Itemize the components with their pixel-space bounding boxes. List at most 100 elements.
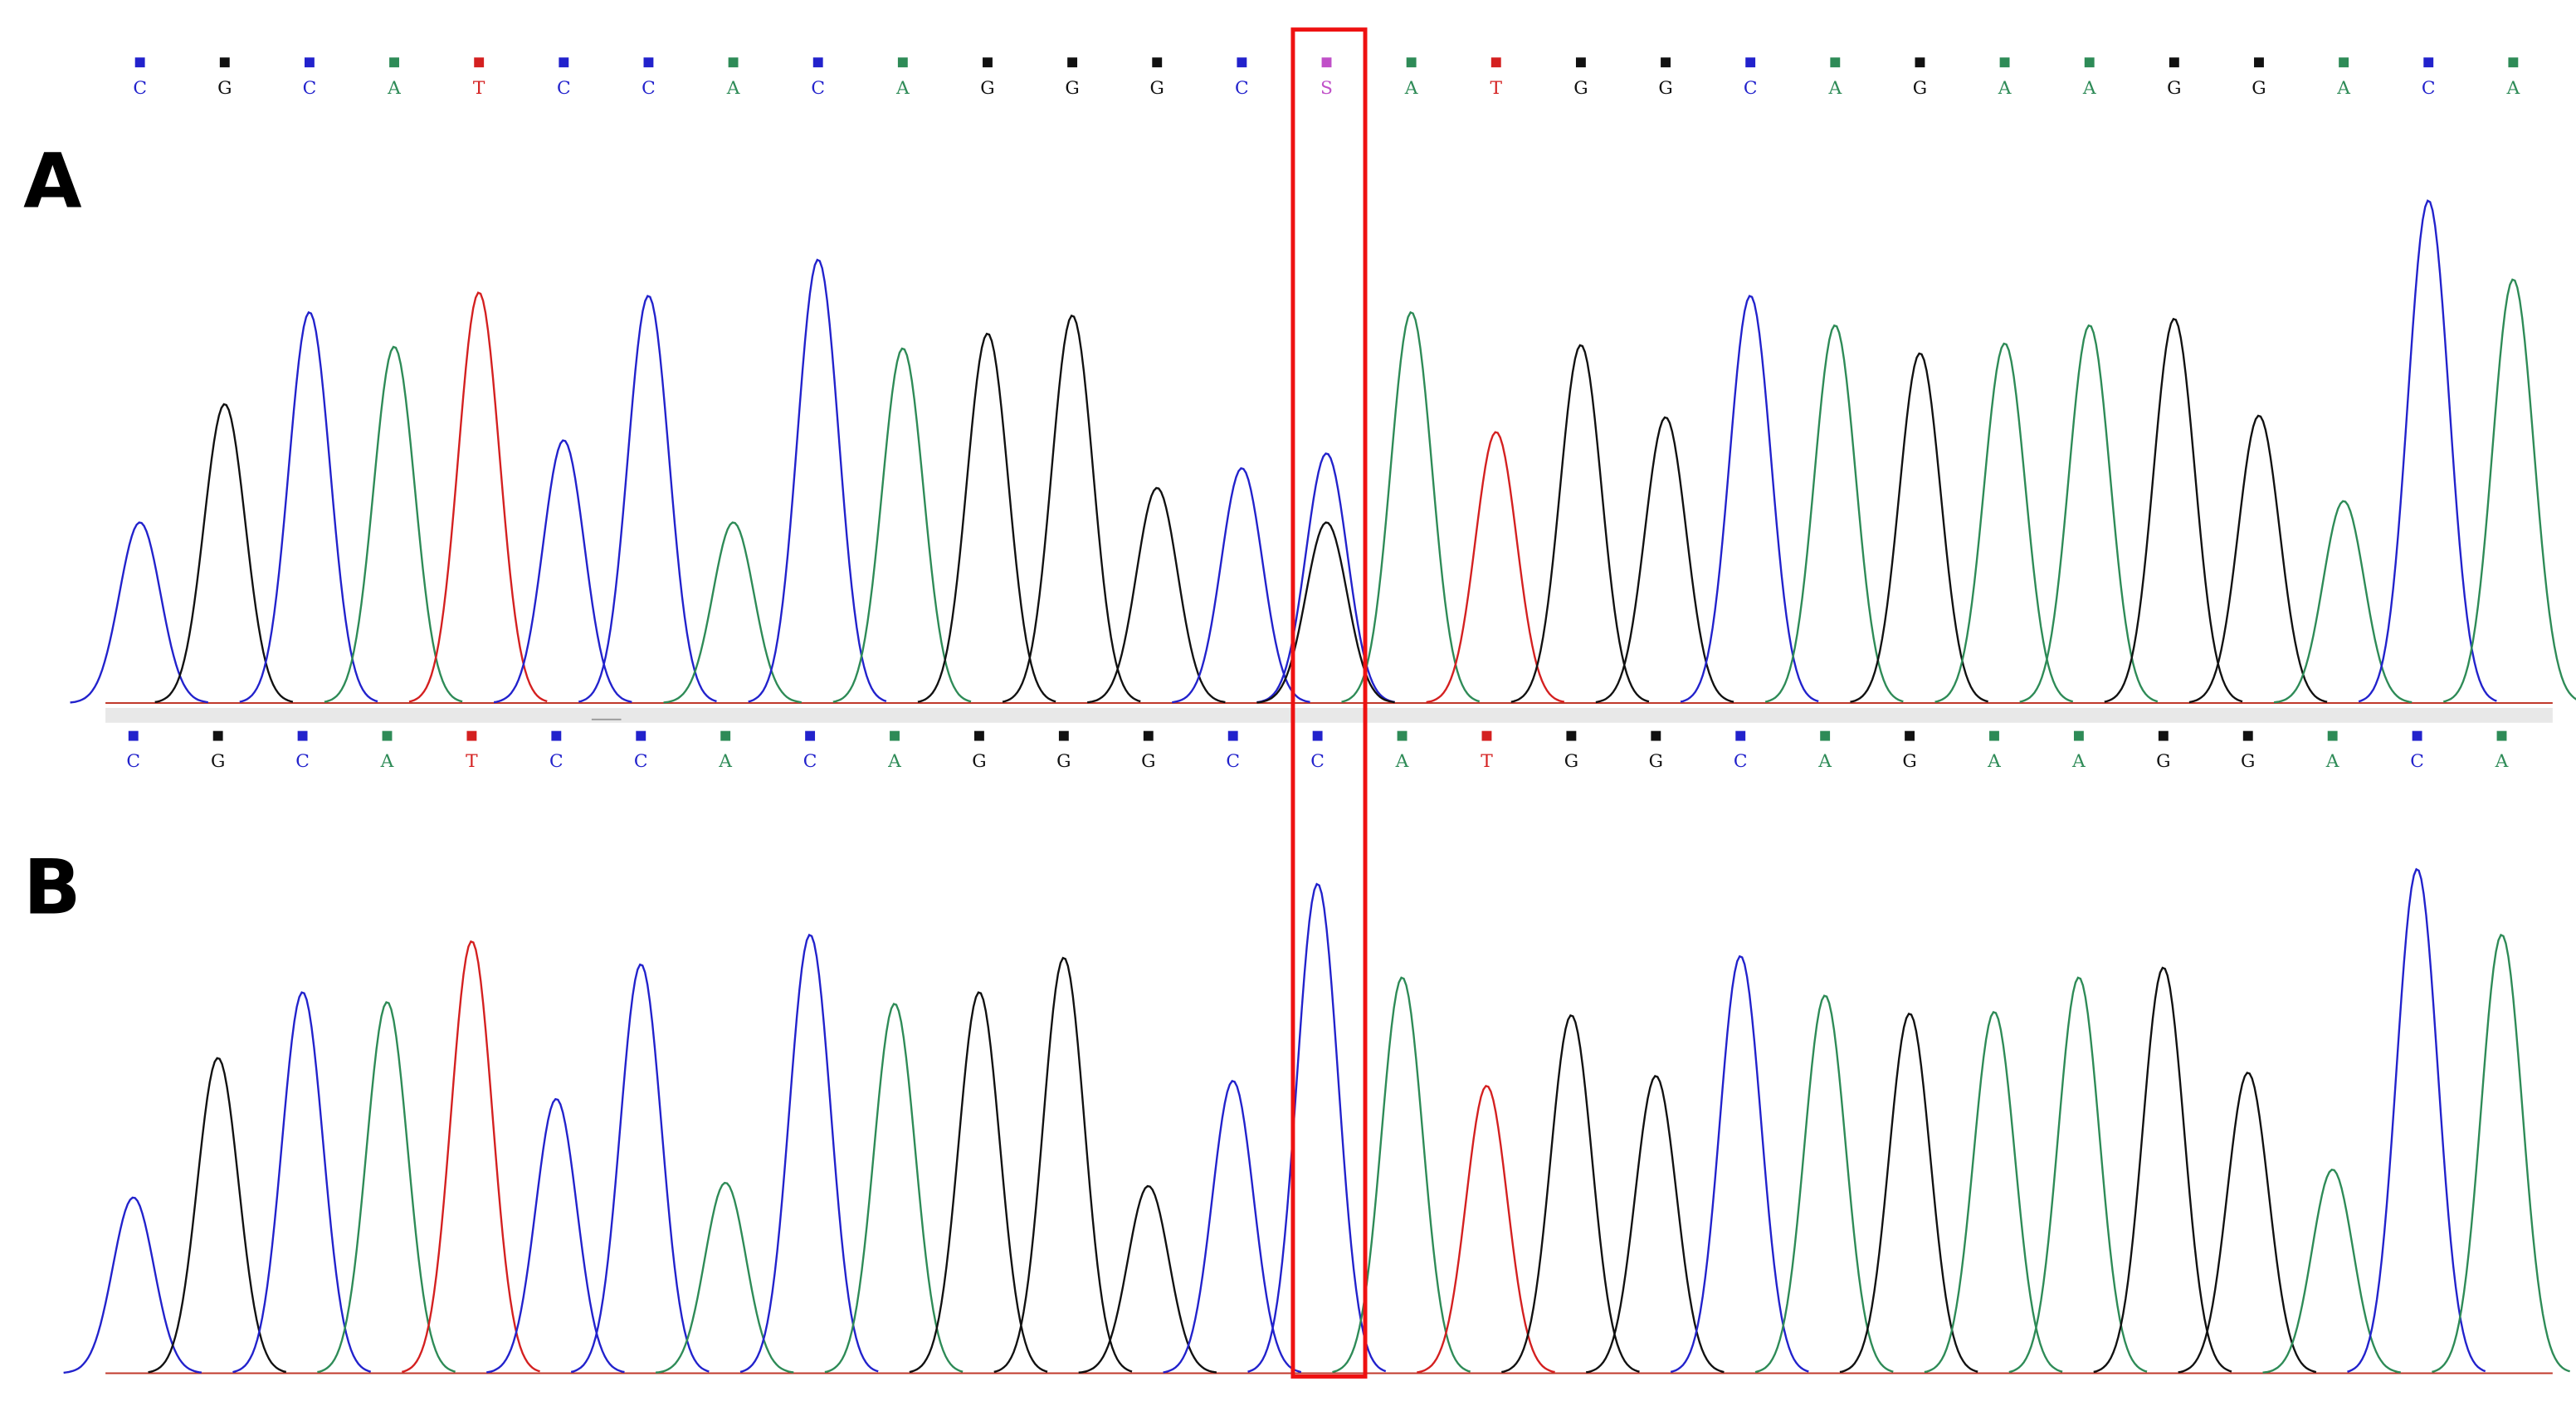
- variant-highlight: [1290, 27, 1368, 1379]
- base-call: G: [1573, 78, 1588, 99]
- base-call: T: [1481, 751, 1493, 772]
- call-marker: [636, 730, 646, 741]
- trace-peak: [1670, 954, 1809, 1374]
- call-marker: [1143, 730, 1154, 741]
- trace-peak: [2347, 867, 2486, 1373]
- base-call: G: [1065, 78, 1079, 99]
- base-call: C: [1310, 751, 1325, 772]
- trace-peak: [1002, 314, 1141, 703]
- trace-peak: [2273, 500, 2413, 704]
- call-marker: [812, 57, 823, 68]
- base-call: G: [1056, 751, 1071, 772]
- base-call: A: [1817, 751, 1832, 772]
- base-call: G: [1658, 78, 1672, 99]
- call-marker: [1989, 730, 1999, 741]
- base-call: G: [1649, 751, 1663, 772]
- call-marker: [805, 730, 816, 741]
- base-call: A: [726, 78, 740, 99]
- base-call: C: [126, 751, 140, 772]
- base-call: A: [1827, 78, 1842, 99]
- call-marker: [1397, 730, 1408, 741]
- trace-peak: [1256, 521, 1395, 704]
- trace-peak: [148, 1057, 287, 1374]
- panel-divider: [105, 707, 2553, 723]
- call-marker: [890, 730, 900, 741]
- trace-peak: [1426, 431, 1565, 704]
- call-marker: [2254, 57, 2264, 68]
- call-marker: [297, 730, 308, 741]
- call-marker: [1830, 57, 1841, 68]
- base-call: A: [387, 78, 401, 99]
- base-call: G: [2167, 78, 2181, 99]
- call-marker: [1575, 57, 1586, 68]
- call-marker: [2412, 730, 2422, 741]
- call-marker: [1651, 730, 1661, 741]
- trace-peak: [1256, 452, 1395, 704]
- base-call: A: [2071, 751, 2086, 772]
- base-call: C: [1226, 751, 1240, 772]
- call-marker: [974, 730, 984, 741]
- base-call: C: [803, 751, 817, 772]
- trace-peak: [748, 258, 887, 703]
- trace-peak: [1850, 352, 1988, 703]
- trace-peak: [655, 1181, 794, 1374]
- base-call: A: [380, 751, 394, 772]
- trace-peak: [2104, 317, 2243, 703]
- base-call: C: [1744, 78, 1758, 99]
- call-marker: [1321, 57, 1332, 68]
- trace-peak: [1247, 882, 1387, 1373]
- call-marker: [1227, 730, 1238, 741]
- call-marker: [2327, 730, 2338, 741]
- call-marker: [2339, 57, 2349, 68]
- call-marker: [466, 730, 477, 741]
- call-marker: [219, 57, 230, 68]
- base-call: C: [1734, 751, 1748, 772]
- trace-peak: [1934, 342, 2074, 703]
- trace-peak: [578, 295, 717, 703]
- call-marker: [551, 730, 562, 741]
- trace-peak: [1680, 295, 1819, 703]
- trace-peak: [2093, 966, 2232, 1374]
- trace-peak: [154, 403, 294, 704]
- trace-peak: [1417, 1084, 1555, 1374]
- base-call: G: [1913, 78, 1927, 99]
- trace-peak: [408, 291, 548, 703]
- call-marker: [1999, 57, 2010, 68]
- base-call: A: [887, 751, 901, 772]
- base-call: C: [642, 78, 656, 99]
- trace-peak: [1078, 1184, 1217, 1374]
- base-call: C: [634, 751, 648, 772]
- base-call: C: [549, 751, 564, 772]
- call-marker: [1566, 730, 1577, 741]
- base-call: T: [473, 78, 485, 99]
- base-call: C: [133, 78, 147, 99]
- call-marker: [1905, 730, 1915, 741]
- call-marker: [1152, 57, 1163, 68]
- base-call: G: [1150, 78, 1164, 99]
- trace-peak: [1163, 1079, 1302, 1374]
- call-marker: [2423, 57, 2434, 68]
- call-marker: [134, 57, 145, 68]
- trace-peak: [1924, 1011, 2063, 1374]
- base-call: G: [211, 751, 225, 772]
- trace-peak: [1764, 324, 1904, 703]
- trace-peak: [2188, 414, 2328, 704]
- call-marker: [212, 730, 223, 741]
- trace-peak: [2432, 933, 2571, 1374]
- base-call: G: [1902, 751, 1916, 772]
- base-call: A: [2336, 78, 2350, 99]
- base-call: C: [303, 78, 317, 99]
- base-call: A: [1987, 751, 2001, 772]
- base-call: G: [217, 78, 232, 99]
- base-call: C: [557, 78, 571, 99]
- base-call: T: [466, 751, 478, 772]
- call-marker: [720, 730, 731, 741]
- trace-peak: [909, 991, 1048, 1374]
- trace-peak: [917, 332, 1056, 703]
- trace-peak: [1839, 1013, 1978, 1374]
- call-marker: [1745, 57, 1756, 68]
- call-marker: [1481, 730, 1492, 741]
- trace-peak: [63, 1196, 202, 1374]
